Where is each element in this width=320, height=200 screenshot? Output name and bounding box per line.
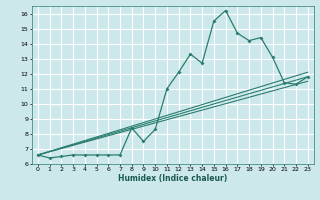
X-axis label: Humidex (Indice chaleur): Humidex (Indice chaleur) (118, 174, 228, 183)
